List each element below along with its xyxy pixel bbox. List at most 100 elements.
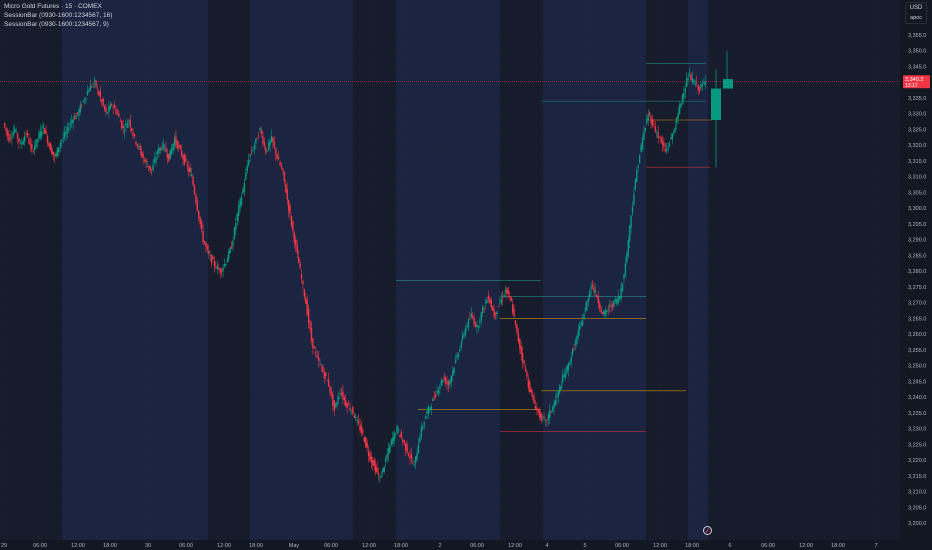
candle-body <box>297 257 300 264</box>
candle-body <box>664 149 667 152</box>
candle-body <box>704 81 706 86</box>
price-tick-label: 3,245.0 <box>908 379 926 385</box>
price-tick-label: 3,205.0 <box>908 505 926 511</box>
candle-body <box>245 172 247 180</box>
candle-body <box>419 437 421 443</box>
time-tick-label: 12:00 <box>362 543 376 549</box>
candle-body <box>21 142 23 145</box>
candle-body <box>434 394 437 398</box>
current-price-badge <box>903 75 930 89</box>
candle-body <box>96 88 99 90</box>
candle-body <box>122 125 124 129</box>
candle-body <box>265 147 267 154</box>
candle-body <box>581 320 584 326</box>
candle-body <box>402 439 404 442</box>
candle-body <box>205 242 207 247</box>
candle-body <box>617 296 619 303</box>
candle-body <box>233 227 236 239</box>
candle-body <box>543 416 545 419</box>
time-tick-label: May <box>289 543 300 549</box>
replay-settings-icon[interactable] <box>703 526 712 535</box>
candle-body <box>200 221 203 229</box>
candle-body <box>447 380 450 386</box>
candle-body <box>216 265 219 269</box>
candle-body <box>133 133 136 137</box>
candle-body <box>607 308 609 310</box>
time-axis[interactable] <box>0 540 900 550</box>
candle-body <box>145 159 147 163</box>
candle-body <box>112 107 114 108</box>
candle-body <box>319 364 321 366</box>
candle-body <box>550 411 552 412</box>
candle-body <box>459 349 461 351</box>
price-tick-label: 3,200.0 <box>908 521 926 527</box>
candle-body <box>180 150 183 156</box>
candle-body <box>223 263 226 267</box>
candle-body <box>608 305 611 307</box>
candle-body <box>303 289 306 297</box>
candle-body <box>412 463 414 464</box>
candle-body <box>549 410 551 419</box>
candle-body <box>18 138 20 143</box>
candle-body <box>138 146 140 147</box>
candle-body <box>91 86 93 88</box>
candle-body <box>556 396 558 398</box>
candle-body <box>580 321 582 325</box>
candle-body <box>300 274 303 279</box>
candle-body <box>51 147 53 155</box>
candle-body <box>249 154 251 157</box>
candle-body <box>307 309 310 323</box>
candle-body <box>168 153 170 161</box>
candle-body <box>480 312 482 322</box>
candle-body <box>102 98 104 106</box>
candle-body <box>576 336 578 344</box>
candle-body <box>159 147 161 151</box>
candle-body <box>377 472 380 475</box>
candle-body <box>287 199 290 211</box>
candle-body <box>235 222 237 231</box>
candle-body <box>150 169 153 171</box>
indicator-sessionbar-9[interactable]: SessionBar (0930-1600:1234567, 9) <box>4 21 109 28</box>
price-tick-label: 3,315.0 <box>908 159 926 165</box>
price-axis[interactable] <box>900 0 932 550</box>
candle-body <box>350 410 353 412</box>
candle-body <box>9 137 12 139</box>
candle-body <box>559 385 561 393</box>
candle-body <box>118 113 120 117</box>
candle-body <box>574 340 577 346</box>
candle-body <box>507 290 510 294</box>
price-tick-label: 3,255.0 <box>908 348 926 354</box>
candle-body <box>12 132 14 137</box>
candle-body <box>463 333 465 336</box>
candle-body <box>229 247 231 253</box>
price-tick-label: 3,210.0 <box>908 490 926 496</box>
candle-body <box>688 74 691 77</box>
indicator-sessionbar-16[interactable]: SessionBar (0930-1600:1234567, 16) <box>4 12 113 19</box>
candle-body <box>252 149 254 151</box>
candle-body <box>99 91 102 98</box>
candle-body <box>604 310 607 315</box>
currency-selector[interactable]: USD apoc <box>905 2 927 24</box>
symbol-title[interactable]: Micro Gold Futures · 15 · COMEX <box>4 3 102 10</box>
candle-body <box>270 135 273 143</box>
currency-label: USD <box>909 5 923 11</box>
candle-body <box>379 477 381 479</box>
candle-body <box>613 299 615 307</box>
candle-body <box>687 78 689 80</box>
candle-body <box>353 415 355 418</box>
candle-body <box>474 323 477 327</box>
candle-body <box>312 338 314 349</box>
candle-body <box>611 304 614 308</box>
candle-body <box>626 253 628 263</box>
price-tick-label: 3,350.0 <box>908 49 926 55</box>
candle-body <box>597 296 599 304</box>
candle-body <box>49 143 52 151</box>
candle-body <box>355 416 357 418</box>
time-tick-label: 29 <box>1 543 7 549</box>
candle-body <box>531 394 534 397</box>
candle-body <box>16 133 19 139</box>
candle-body <box>98 91 100 95</box>
candle-body <box>158 148 160 154</box>
